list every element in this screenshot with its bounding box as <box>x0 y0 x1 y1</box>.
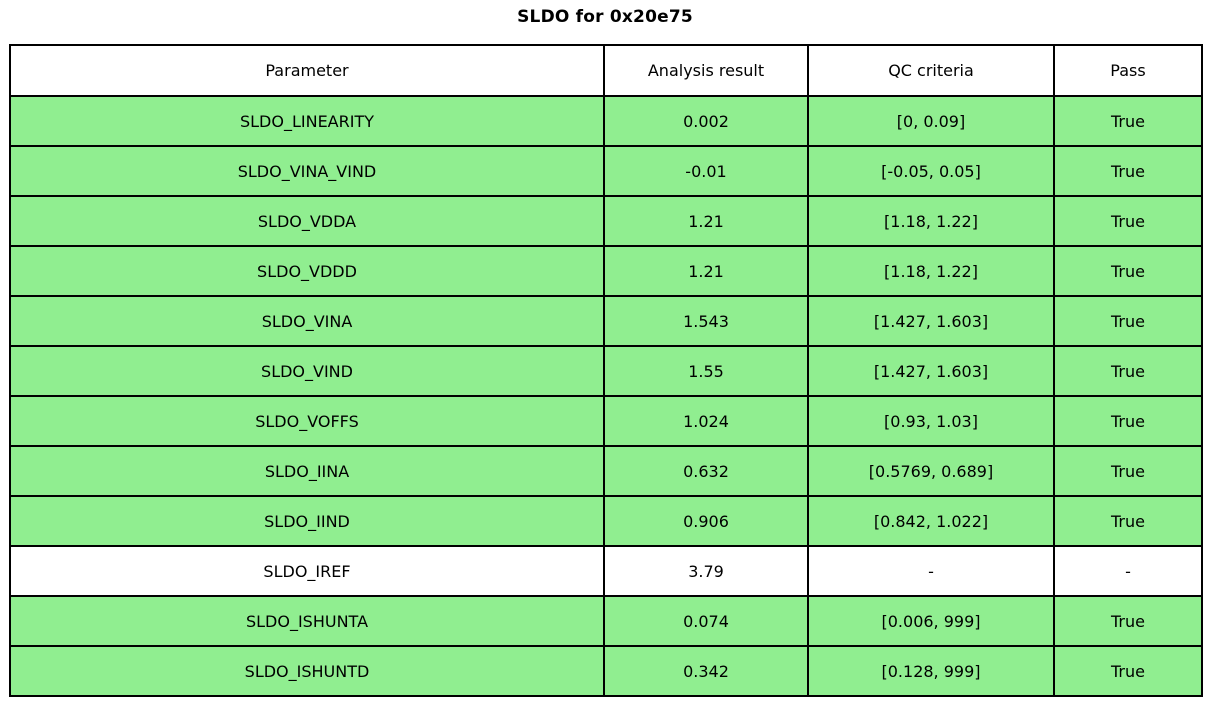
table-row: SLDO_IIND 0.906 [0.842, 1.022] True <box>9 495 1203 547</box>
table-row: SLDO_VIND 1.55 [1.427, 1.603] True <box>9 345 1203 397</box>
cell-pass: True <box>1053 345 1203 397</box>
table-body: SLDO_LINEARITY 0.002 [0, 0.09] True SLDO_VIN… <box>9 95 1203 697</box>
table-row: SLDO_VDDA 1.21 [1.18, 1.22] True <box>9 195 1203 247</box>
cell-analysis-result: 0.074 <box>603 595 809 647</box>
cell-parameter: SLDO_VINA <box>9 295 605 347</box>
table-row: SLDO_LINEARITY 0.002 [0, 0.09] True <box>9 95 1203 147</box>
cell-parameter: SLDO_VOFFS <box>9 395 605 447</box>
header-analysis-result: Analysis result <box>603 44 809 97</box>
table-row: SLDO_VINA_VIND -0.01 [-0.05, 0.05] True <box>9 145 1203 197</box>
page-title: SLDO for 0x20e75 <box>517 7 693 27</box>
table-row: SLDO_ISHUNTA 0.074 [0.006, 999] True <box>9 595 1203 647</box>
cell-parameter: SLDO_VDDA <box>9 195 605 247</box>
cell-qc-criteria: [1.427, 1.603] <box>807 295 1055 347</box>
cell-pass: True <box>1053 195 1203 247</box>
header-parameter: Parameter <box>9 44 605 97</box>
cell-qc-criteria: [0.842, 1.022] <box>807 495 1055 547</box>
results-table: Parameter Analysis result QC criteria Pa… <box>9 44 1203 697</box>
cell-parameter: SLDO_IIND <box>9 495 605 547</box>
cell-analysis-result: 1.21 <box>603 195 809 247</box>
table-row: SLDO_VDDD 1.21 [1.18, 1.22] True <box>9 245 1203 297</box>
cell-qc-criteria: [1.18, 1.22] <box>807 195 1055 247</box>
cell-qc-criteria: [0.93, 1.03] <box>807 395 1055 447</box>
cell-qc-criteria: [0, 0.09] <box>807 95 1055 147</box>
cell-analysis-result: 0.632 <box>603 445 809 497</box>
cell-analysis-result: 1.55 <box>603 345 809 397</box>
cell-pass: True <box>1053 145 1203 197</box>
cell-parameter: SLDO_ISHUNTD <box>9 645 605 697</box>
cell-analysis-result: 0.002 <box>603 95 809 147</box>
cell-qc-criteria: - <box>807 545 1055 597</box>
cell-parameter: SLDO_VINA_VIND <box>9 145 605 197</box>
cell-parameter: SLDO_IINA <box>9 445 605 497</box>
table-row: SLDO_ISHUNTD 0.342 [0.128, 999] True <box>9 645 1203 697</box>
cell-qc-criteria: [1.18, 1.22] <box>807 245 1055 297</box>
cell-qc-criteria: [0.5769, 0.689] <box>807 445 1055 497</box>
table-row: SLDO_IREF 3.79- - <box>9 545 1203 597</box>
table-row: SLDO_VOFFS 1.024 [0.93, 1.03] True <box>9 395 1203 447</box>
cell-parameter: SLDO_IREF <box>9 545 605 597</box>
cell-qc-criteria: [0.006, 999] <box>807 595 1055 647</box>
cell-pass: True <box>1053 295 1203 347</box>
cell-pass: True <box>1053 595 1203 647</box>
table-row: SLDO_IINA 0.632 [0.5769, 0.689] True <box>9 445 1203 497</box>
cell-pass: True <box>1053 245 1203 297</box>
header-qc-criteria: QC criteria <box>807 44 1055 97</box>
cell-qc-criteria: [-0.05, 0.05] <box>807 145 1055 197</box>
cell-analysis-result: 0.342 <box>603 645 809 697</box>
cell-pass: True <box>1053 95 1203 147</box>
table-header-row: Parameter Analysis result QC criteria Pa… <box>9 44 1203 97</box>
cell-pass: True <box>1053 645 1203 697</box>
cell-analysis-result: 1.024 <box>603 395 809 447</box>
table-row: SLDO_VINA 1.543 [1.427, 1.603] True <box>9 295 1203 347</box>
cell-pass: True <box>1053 445 1203 497</box>
header-pass: Pass <box>1053 44 1203 97</box>
cell-analysis-result: 3.79 <box>603 545 809 597</box>
cell-analysis-result: 1.543 <box>603 295 809 347</box>
cell-qc-criteria: [0.128, 999] <box>807 645 1055 697</box>
cell-parameter: SLDO_VDDD <box>9 245 605 297</box>
cell-parameter: SLDO_LINEARITY <box>9 95 605 147</box>
cell-analysis-result: -0.01 <box>603 145 809 197</box>
cell-parameter: SLDO_ISHUNTA <box>9 595 605 647</box>
cell-parameter: SLDO_VIND <box>9 345 605 397</box>
cell-pass: - <box>1053 545 1203 597</box>
cell-pass: True <box>1053 495 1203 547</box>
cell-analysis-result: 0.906 <box>603 495 809 547</box>
cell-qc-criteria: [1.427, 1.603] <box>807 345 1055 397</box>
cell-pass: True <box>1053 395 1203 447</box>
cell-analysis-result: 1.21 <box>603 245 809 297</box>
